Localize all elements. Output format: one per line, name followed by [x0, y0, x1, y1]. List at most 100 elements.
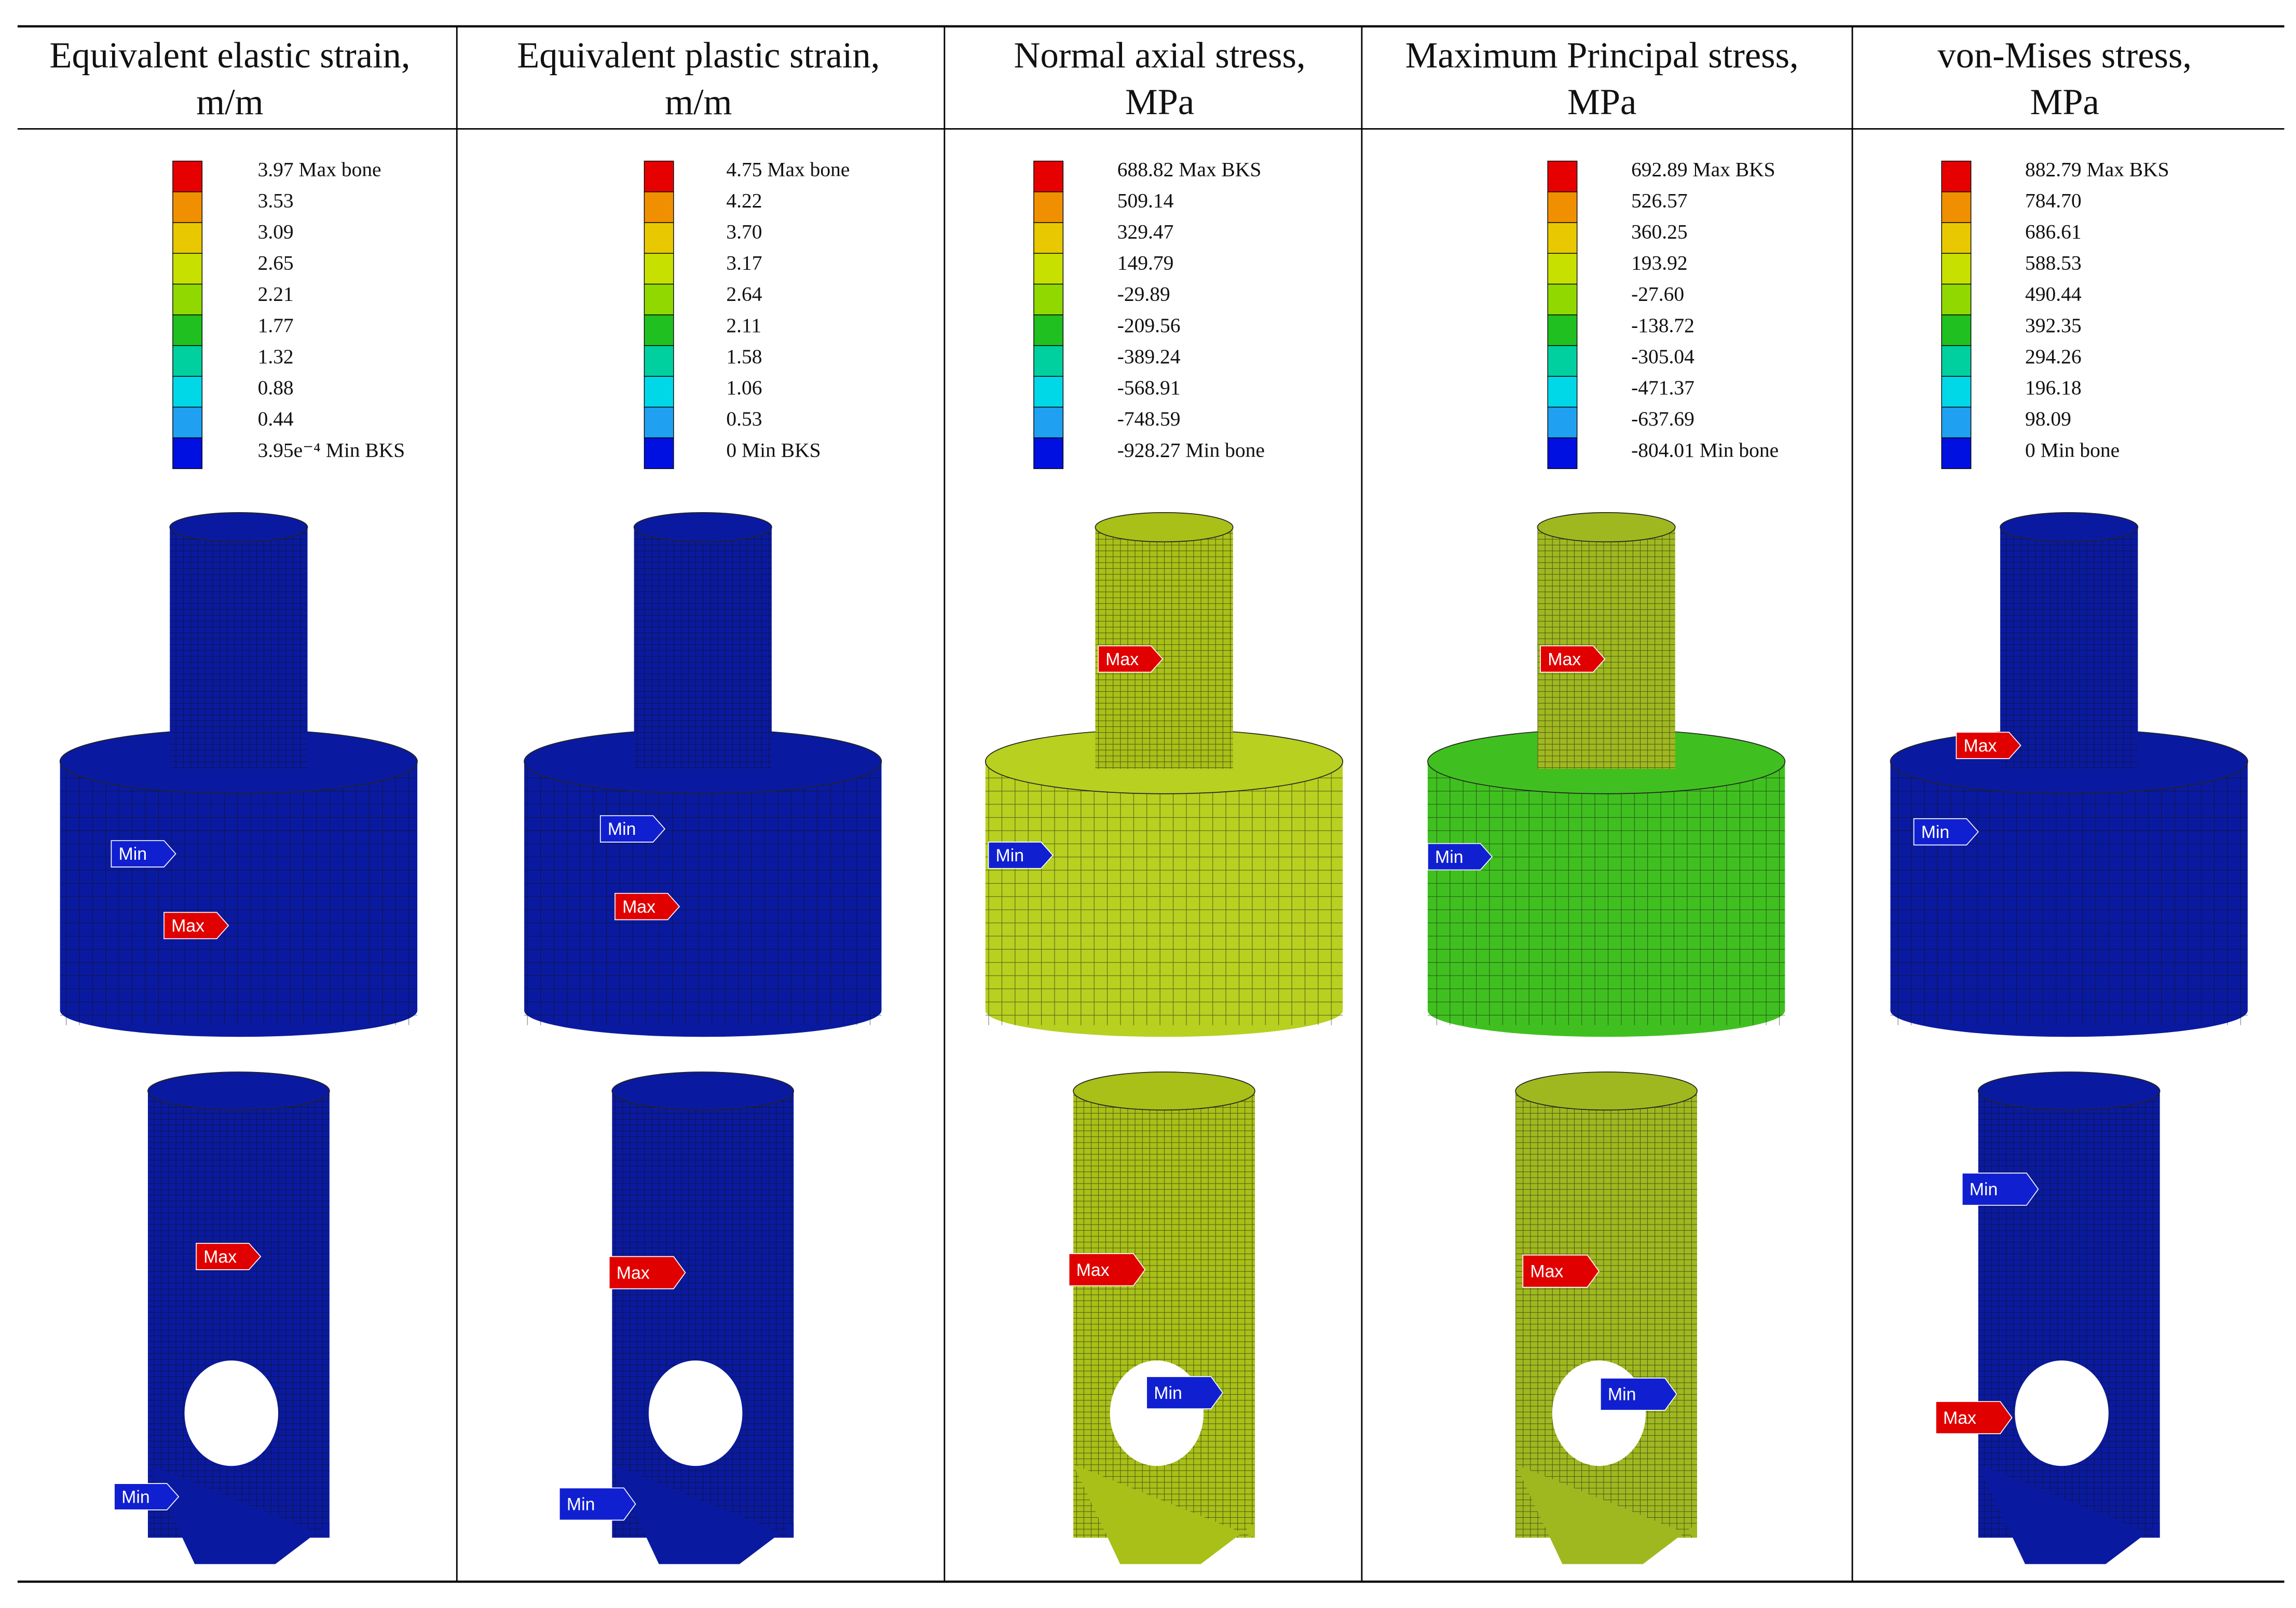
legend-label: 2.65	[258, 252, 294, 274]
column-header: m/m	[665, 82, 732, 122]
legend-label: -928.27 Min bone	[1117, 438, 1265, 461]
marker-label: Min	[1970, 1180, 1998, 1200]
legend-swatch	[1547, 222, 1578, 254]
legend-swatch	[1941, 222, 1972, 254]
legend-label: 490.44	[2025, 283, 2082, 306]
marker-label: Min	[121, 1487, 150, 1507]
legend-label: 0.88	[258, 376, 294, 399]
legend-swatch	[1941, 160, 1972, 193]
legend-swatch	[1941, 406, 1972, 438]
legend-label: 4.75 Max bone	[726, 158, 850, 181]
column-borders	[456, 26, 1853, 1582]
marker-label: Max	[1964, 736, 1997, 755]
base-mesh	[985, 761, 1343, 1025]
legend-swatch	[1941, 253, 1972, 285]
implant-tip	[147, 1464, 330, 1564]
legend-label: 3.70	[726, 221, 762, 243]
marker-label: Min	[1435, 847, 1464, 867]
column-header: MPa	[1125, 82, 1194, 122]
legend-swatch	[172, 283, 203, 315]
marker-label: Max	[617, 1263, 650, 1283]
legend-swatch	[172, 345, 203, 377]
implant-top	[1515, 1071, 1698, 1111]
column-header: Maximum Principal stress,	[1405, 35, 1799, 76]
implant-mesh	[1515, 1091, 1698, 1538]
legend-label: -138.72	[1631, 314, 1694, 337]
marker-label: Max	[203, 1247, 237, 1267]
marker-tag	[196, 1243, 262, 1270]
marker-label: Max	[171, 916, 204, 936]
column-header: von-Mises stress,	[1937, 35, 2192, 76]
legend-label: 1.77	[258, 314, 294, 337]
marker-tag	[1913, 818, 1979, 846]
legend-swatch	[1033, 160, 1064, 193]
marker-tag	[1600, 1378, 1677, 1411]
column-header: Normal axial stress,	[1014, 35, 1306, 76]
legend-label: 0.53	[726, 407, 762, 430]
legend-swatch	[1941, 314, 1972, 346]
marker-tag	[1956, 732, 2021, 759]
legend-swatch	[1547, 345, 1578, 377]
marker-tag	[614, 892, 680, 920]
legend-label: 329.47	[1117, 221, 1174, 243]
legend-label: 3.97 Max bone	[258, 158, 381, 181]
marker-label: Min	[567, 1494, 595, 1514]
marker-tag	[608, 1256, 686, 1289]
legend-label: 193.92	[1631, 252, 1688, 274]
implant-mesh	[147, 1091, 330, 1538]
legend-swatch	[1033, 283, 1064, 315]
marker-tag	[1522, 1254, 1600, 1288]
marker-label: Min	[1154, 1383, 1182, 1403]
base-mesh	[1427, 761, 1785, 1025]
marker-label: Max	[1548, 650, 1581, 669]
implant-top	[1073, 1071, 1255, 1111]
legend-swatch	[1547, 314, 1578, 346]
legend-label: -804.01 Min bone	[1631, 438, 1779, 461]
implant-hole	[1552, 1360, 1646, 1466]
legend-label: -209.56	[1117, 314, 1181, 337]
legend-swatch	[1033, 314, 1064, 346]
column: von-Mises stress, MPa 882.79 Max BKS 784.70…	[1890, 35, 2248, 1564]
marker-tag	[1146, 1376, 1223, 1409]
marker-label: Min	[1608, 1385, 1636, 1405]
marker-label: Max	[1943, 1408, 1976, 1428]
legend-swatch	[172, 222, 203, 254]
legend-swatch	[644, 437, 674, 469]
legend-swatch	[1547, 376, 1578, 408]
marker-label: Min	[996, 846, 1024, 865]
implant-hole	[2015, 1360, 2109, 1466]
legend-swatch	[644, 160, 674, 193]
legend-swatch	[1033, 253, 1064, 285]
marker-tag	[599, 815, 666, 843]
legend-label: 294.26	[2025, 345, 2082, 368]
legend-swatch	[172, 191, 203, 223]
legend-label: 2.11	[726, 314, 761, 337]
legend-swatch	[172, 160, 203, 193]
implant-hole	[184, 1360, 279, 1466]
legend-label: 0 Min bone	[2025, 438, 2120, 461]
legend-label: 1.58	[726, 345, 762, 368]
marker-label: Min	[119, 844, 147, 864]
base-mesh	[524, 761, 882, 1025]
implant-tip	[1978, 1464, 2160, 1564]
legend-label: 688.82 Max BKS	[1117, 158, 1262, 181]
legend-swatch	[1547, 160, 1578, 193]
column: Normal axial stress, MPa 688.82 Max BKS 509…	[985, 35, 1344, 1564]
legend-label: 882.79 Max BKS	[2025, 158, 2169, 181]
post-top	[1537, 512, 1676, 543]
legend-swatch	[172, 406, 203, 438]
legend-label: 360.25	[1631, 221, 1688, 243]
legend-swatch	[644, 376, 674, 408]
column: Maximum Principal stress, MPa 692.89 Max B…	[1405, 35, 1799, 1564]
legend-label: 0.44	[258, 407, 294, 430]
legend-label: 1.32	[258, 345, 294, 368]
marker-tag	[1068, 1253, 1146, 1286]
marker-tag	[1935, 1401, 2013, 1434]
legend-swatch	[644, 283, 674, 315]
marker-tag	[111, 840, 176, 868]
legend-label: 2.21	[258, 283, 294, 306]
marker-tag	[1540, 645, 1606, 673]
column-header: MPa	[2030, 82, 2099, 122]
post-top	[169, 512, 308, 543]
legend-label: 4.22	[726, 189, 762, 212]
